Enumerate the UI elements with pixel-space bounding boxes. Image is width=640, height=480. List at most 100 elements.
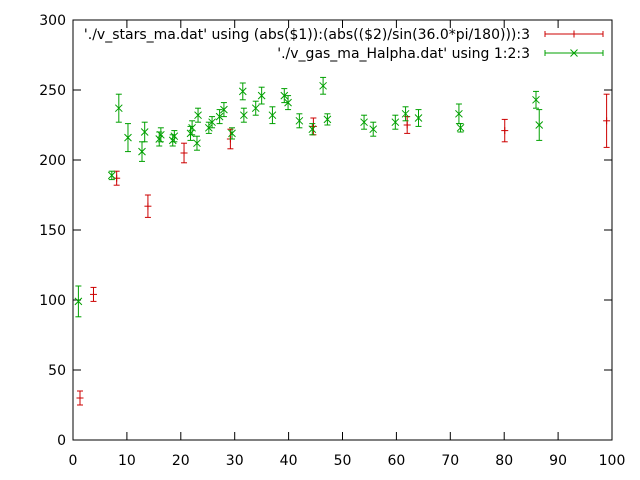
data-point [89, 286, 97, 302]
data-point [414, 109, 423, 127]
marker [280, 91, 289, 100]
y-tick-label: 0 [57, 433, 66, 449]
marker [238, 87, 247, 96]
plot-frame [72, 19, 613, 441]
data-point [369, 121, 378, 137]
data-point [455, 103, 463, 125]
data-point [208, 116, 216, 129]
legend-sample [544, 30, 604, 38]
y-tick-label: 100 [39, 293, 66, 309]
data-point [238, 82, 247, 101]
data-point [114, 93, 123, 123]
marker [284, 98, 292, 107]
marker [124, 133, 132, 142]
series-1 [76, 93, 611, 406]
x-tick-label: 70 [441, 453, 459, 469]
marker [360, 118, 368, 127]
plot-area [74, 76, 611, 406]
y-tick-label: 300 [39, 13, 66, 29]
marker [114, 104, 123, 113]
marker [251, 104, 260, 113]
marker [257, 91, 266, 100]
data-point [532, 90, 540, 109]
data-point [124, 123, 132, 153]
legend-label: './v_gas_ma_Halpha.dat' using 1:2:3 [277, 46, 530, 62]
marker [208, 118, 216, 127]
marker [228, 129, 236, 138]
data-point [107, 170, 116, 181]
marker [140, 128, 149, 136]
data-point [140, 121, 149, 143]
data-point [360, 114, 368, 130]
legend-item-1: './v_stars_ma.dat' using (abs($1)):(abs(… [84, 27, 604, 43]
y-tick-label: 50 [48, 363, 66, 379]
data-point [535, 109, 544, 141]
marker [193, 139, 201, 148]
marker [107, 171, 116, 180]
data-point [74, 285, 83, 318]
x-tick-label: 10 [118, 453, 136, 469]
y-tick-label: 200 [39, 153, 66, 169]
marker [168, 136, 177, 145]
x-tick-label: 90 [549, 453, 567, 469]
data-point [280, 88, 289, 104]
marker [215, 112, 224, 121]
marker [414, 114, 423, 122]
marker [391, 118, 400, 127]
x-tick-label: 50 [334, 453, 352, 469]
data-point [268, 106, 277, 125]
marker [138, 147, 146, 156]
marker [319, 81, 327, 90]
data-point [284, 95, 292, 111]
data-point [157, 127, 165, 143]
data-point [138, 141, 146, 162]
data-point [323, 113, 332, 126]
marker [186, 129, 195, 138]
marker [456, 123, 465, 132]
marker [401, 109, 410, 118]
data-point [193, 135, 201, 151]
marker [532, 95, 540, 104]
marker [455, 109, 463, 118]
data-point [220, 102, 228, 118]
marker [268, 111, 277, 120]
marker [220, 105, 228, 114]
data-point [251, 100, 260, 116]
y-tick-label: 150 [39, 223, 66, 239]
marker [74, 297, 83, 306]
x-tick-label: 30 [226, 453, 244, 469]
data-point [308, 123, 317, 136]
marker [188, 123, 196, 132]
data-point [228, 127, 236, 140]
x-tick-label: 20 [172, 453, 190, 469]
data-point [215, 109, 224, 125]
marker [308, 125, 317, 134]
data-point [204, 121, 213, 134]
data-point [603, 93, 611, 148]
data-point [194, 107, 202, 123]
data-point [391, 114, 400, 130]
y-tick-label: 250 [39, 83, 66, 99]
data-point [319, 76, 327, 95]
data-point [501, 118, 509, 143]
marker [155, 135, 164, 143]
legend-item-2: './v_gas_ma_Halpha.dat' using 1:2:3 [277, 46, 604, 62]
data-point [170, 130, 179, 143]
data-point [403, 116, 411, 134]
data-point [456, 123, 465, 133]
legend-sample [544, 49, 604, 57]
legend-marker [570, 49, 578, 57]
marker [323, 115, 332, 124]
series-2 [74, 76, 544, 318]
marker [194, 111, 202, 120]
legend-label: './v_stars_ma.dat' using (abs($1)):(abs(… [84, 27, 530, 43]
x-tick-label: 100 [599, 453, 626, 469]
marker [240, 111, 248, 120]
marker [204, 123, 213, 132]
data-point [144, 194, 152, 218]
marker [157, 130, 165, 139]
marker [295, 116, 304, 125]
data-point [76, 390, 84, 406]
tick-labels: 0 10 20 30 40 50 60 70 80 90 100 0 50 100 150 200 250 300 [39, 13, 625, 469]
